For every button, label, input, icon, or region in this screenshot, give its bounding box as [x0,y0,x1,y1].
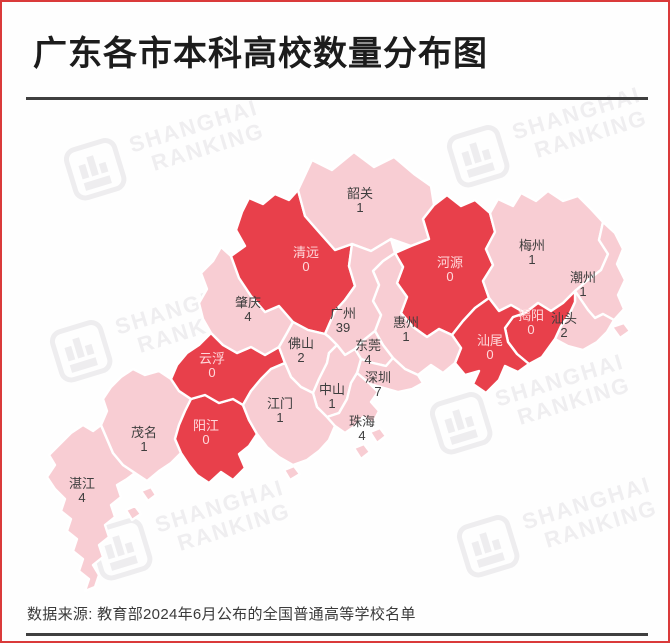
label-shanwei: 汕尾 0 [477,333,503,362]
label-heyuan: 河源 0 [437,255,463,284]
label-guangzhou: 广州 39 [330,306,356,335]
label-yangjiang: 阳江 0 [193,418,219,447]
title-divider [26,97,648,100]
label-zhaoqing: 肇庆 4 [235,295,261,324]
region-jiangmen [241,361,337,467]
island [139,485,158,503]
label-jieyang: 揭阳 0 [518,308,544,337]
island [352,442,372,461]
label-shantou: 汕头 2 [551,311,577,340]
data-source-note: 数据来源: 教育部2024年6月公布的全国普通高等学校名单 [27,606,416,623]
label-shenzhen: 深圳 7 [365,370,391,399]
island [282,464,302,482]
label-chaozhou: 潮州 1 [570,270,596,299]
label-dongguan: 东莞 4 [355,338,381,367]
label-zhongshan: 中山 1 [319,382,345,411]
label-maoming: 茂名 1 [131,425,157,454]
footer-divider [26,633,648,636]
label-shaoguan: 韶关 1 [347,186,373,215]
island [124,504,143,522]
label-zhuhai: 珠海 4 [349,414,375,443]
region-zhanjiang [45,423,137,593]
label-huizhou: 惠州 1 [393,315,419,344]
label-yunfu: 云浮 0 [199,351,225,380]
region-shanwei [450,296,531,395]
island [610,321,632,340]
label-zhanjiang: 湛江 4 [69,476,95,505]
label-qingyuan: 清远 0 [293,245,319,274]
label-meizhou: 梅州 1 [519,238,545,267]
page-title: 广东各市本科高校数量分布图 [33,35,488,73]
label-foshan: 佛山 2 [288,336,314,365]
island [368,426,388,445]
label-jiangmen: 江门 1 [267,396,293,425]
region-zhuhai [325,371,381,435]
